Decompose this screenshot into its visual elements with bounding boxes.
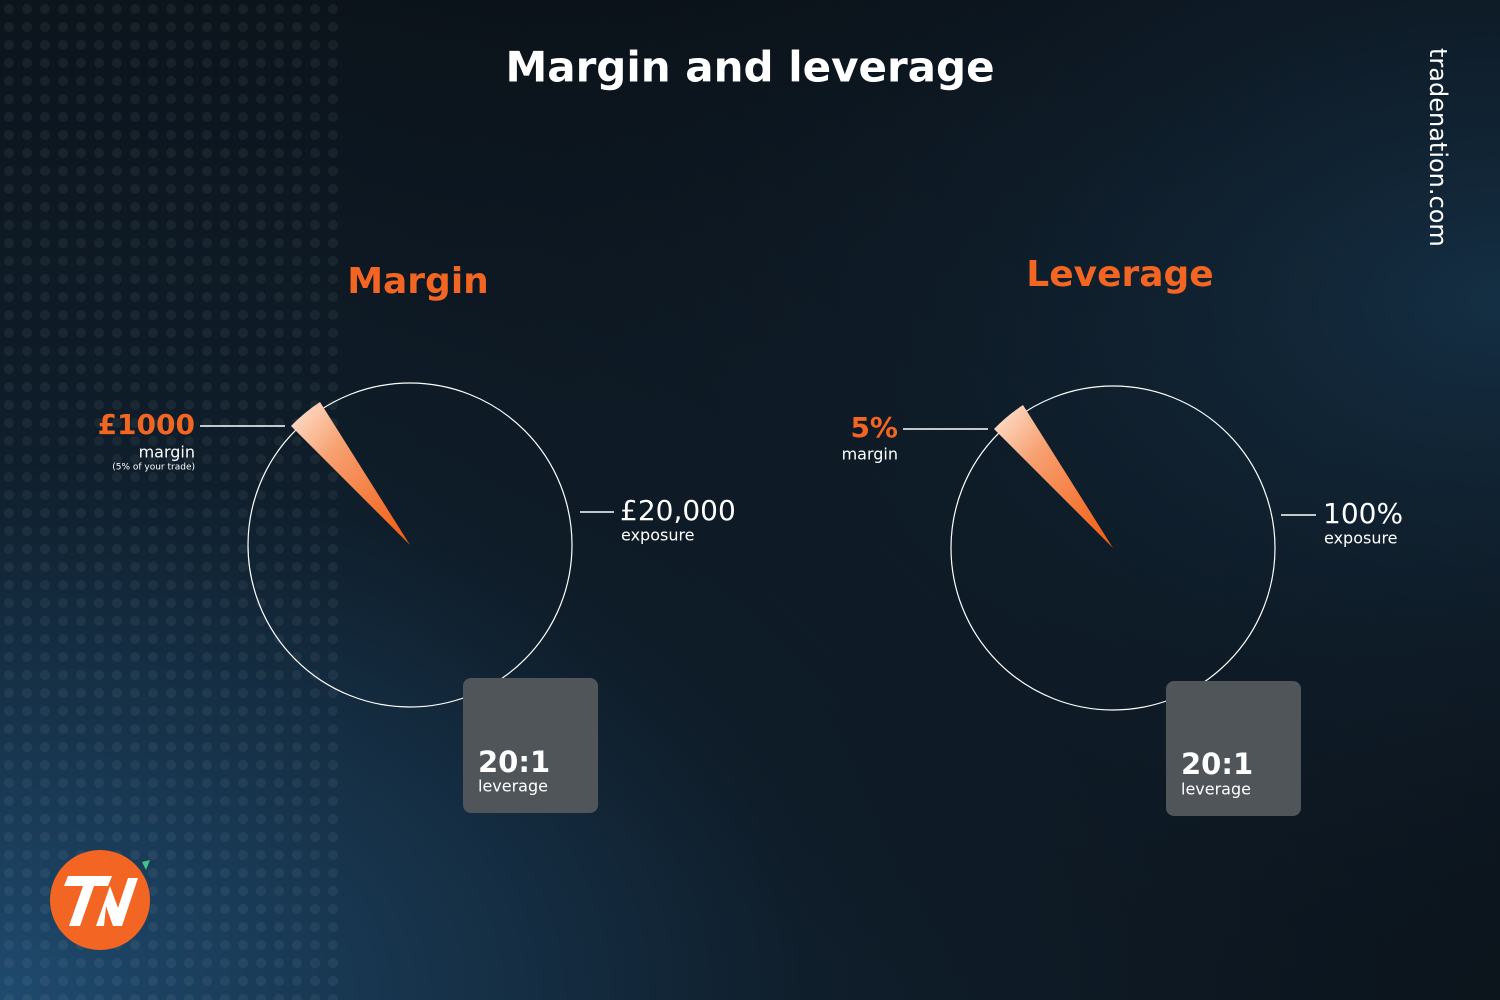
whole-label: exposure bbox=[1324, 529, 1398, 548]
badge-label: leverage bbox=[478, 777, 548, 796]
logo-t bbox=[64, 876, 112, 926]
slice-note: (5% of your trade) bbox=[112, 463, 195, 473]
title: Margin and leverage bbox=[505, 43, 994, 92]
badge bbox=[463, 678, 598, 813]
slice-value: 5% bbox=[850, 411, 898, 444]
badge bbox=[1166, 681, 1301, 816]
brand: tradenation.com bbox=[1424, 48, 1452, 247]
slice-label: margin bbox=[842, 445, 898, 464]
whole-value: 100% bbox=[1323, 497, 1403, 530]
dot-pattern bbox=[0, 0, 340, 1000]
slice-label: margin bbox=[139, 443, 195, 462]
pie-outline bbox=[950, 385, 1276, 711]
panel-heading: Margin bbox=[347, 261, 489, 302]
whole-label: exposure bbox=[621, 526, 695, 545]
slice-value: £1000 bbox=[98, 408, 195, 441]
panel-heading: Leverage bbox=[1026, 254, 1213, 295]
badge-label: leverage bbox=[1181, 780, 1251, 799]
margin-panel: Margin £1000 margin (5% of your trade) £… bbox=[98, 261, 736, 813]
logo-circle bbox=[50, 850, 150, 950]
badge-value: 20:1 bbox=[478, 745, 550, 779]
pie-slice bbox=[994, 405, 1113, 548]
badge-value: 20:1 bbox=[1181, 747, 1253, 781]
logo bbox=[50, 850, 150, 950]
logo-n bbox=[96, 878, 138, 926]
whole-value: £20,000 bbox=[620, 494, 736, 527]
pie-slice bbox=[291, 402, 410, 545]
logo-accent bbox=[142, 860, 150, 870]
pie-outline bbox=[247, 382, 573, 708]
leverage-panel: Leverage 5% margin 100% exposure 20:1 le… bbox=[842, 254, 1403, 816]
